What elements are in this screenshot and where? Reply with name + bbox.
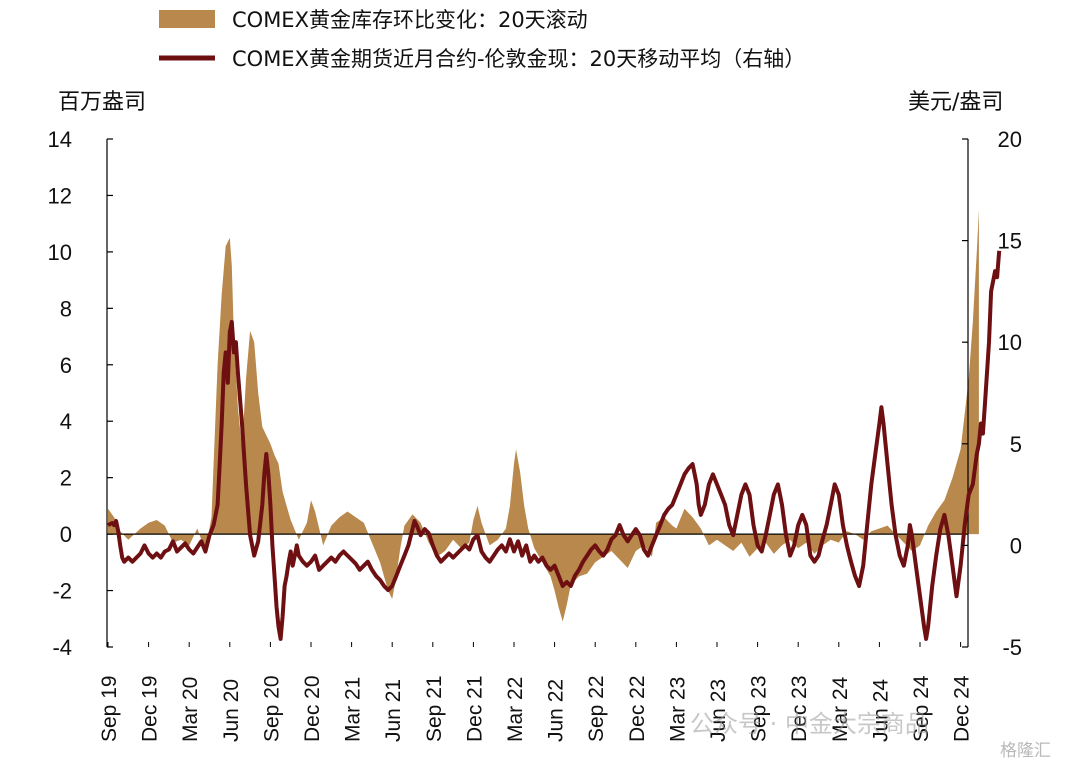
area-series-layer xyxy=(108,209,979,622)
x-tick-label: Jun 21 xyxy=(382,679,405,742)
left-tick-label: 6 xyxy=(60,353,72,378)
x-tick-label: Sep 23 xyxy=(748,675,771,742)
x-tick-label: Jun 23 xyxy=(707,679,730,742)
left-tick-label: 10 xyxy=(48,240,72,265)
x-tick-label: Sep 22 xyxy=(585,675,608,742)
left-tick-label: 4 xyxy=(60,409,72,434)
right-tick-label: 10 xyxy=(998,330,1022,355)
plot-area: -4 -2 0 2 4 6 8 10 12 14 -5 0 5 10 15 20 Sep 19 Dec 19 Mar… xyxy=(48,127,1022,742)
x-tick-label: Dec 19 xyxy=(139,675,162,742)
legend: COMEX黄金库存环比变化：20天滚动 COMEX黄金期货近月合约-伦敦金现：2… xyxy=(159,8,805,71)
left-tick-label: 0 xyxy=(60,522,72,547)
watermark: 公众号 · 中金大宗商品 格隆汇 xyxy=(690,710,1051,761)
x-tick-label: Mar 20 xyxy=(179,677,202,742)
line-series-layer xyxy=(107,250,1002,641)
x-tick-label: Jun 22 xyxy=(545,679,568,742)
legend-line-label: COMEX黄金期货近月合约-伦敦金现：20天移动平均（右轴） xyxy=(232,47,805,71)
left-tick-label: 14 xyxy=(48,127,72,152)
x-tick-label: Dec 20 xyxy=(301,675,324,742)
left-tick-label: 2 xyxy=(60,466,72,491)
legend-area-swatch xyxy=(159,10,215,28)
x-tick-label: Mar 23 xyxy=(666,677,689,742)
x-tick-label: Dec 23 xyxy=(788,675,811,742)
x-tick-label: Mar 22 xyxy=(504,677,527,742)
x-tick-label: Jun 24 xyxy=(869,679,892,742)
x-tick-label: Sep 24 xyxy=(910,675,933,742)
watermark-text: 公众号 · 中金大宗商品 xyxy=(690,710,929,738)
right-axis-unit: 美元/盎司 xyxy=(908,90,1003,115)
area-series-inventory-change xyxy=(108,209,979,622)
left-tick-label: 12 xyxy=(48,183,72,208)
left-tick-label: 8 xyxy=(60,296,72,321)
watermark-corner-text: 格隆汇 xyxy=(1000,741,1051,761)
right-tick-label: 15 xyxy=(998,229,1022,254)
x-tick-label: Sep 20 xyxy=(260,675,283,742)
line-series-futures-spread xyxy=(107,250,1002,641)
right-tick-label: 20 xyxy=(998,127,1022,152)
legend-area-label: COMEX黄金库存环比变化：20天滚动 xyxy=(232,8,588,32)
right-tick-label: -5 xyxy=(1002,635,1022,660)
x-tick-label: Dec 22 xyxy=(626,675,649,742)
x-tick-label: Sep 21 xyxy=(423,675,446,742)
x-tick-label: Dec 24 xyxy=(951,675,974,742)
left-tick-label: -4 xyxy=(52,635,72,660)
left-axis-unit: 百万盎司 xyxy=(58,90,146,115)
left-tick-label: -2 xyxy=(52,579,72,604)
x-tick-label: Mar 21 xyxy=(342,677,365,742)
x-tick-label: Jun 20 xyxy=(220,679,243,742)
x-tick-label: Sep 19 xyxy=(98,675,121,742)
right-tick-label: 5 xyxy=(1010,432,1022,457)
x-tick-label: Dec 21 xyxy=(463,675,486,742)
x-tick-label: Mar 24 xyxy=(829,676,852,742)
right-tick-label: 0 xyxy=(1010,533,1022,558)
ticks-layer: -4 -2 0 2 4 6 8 10 12 14 -5 0 5 10 15 20 Sep 19 Dec 19 Mar… xyxy=(48,127,1022,742)
